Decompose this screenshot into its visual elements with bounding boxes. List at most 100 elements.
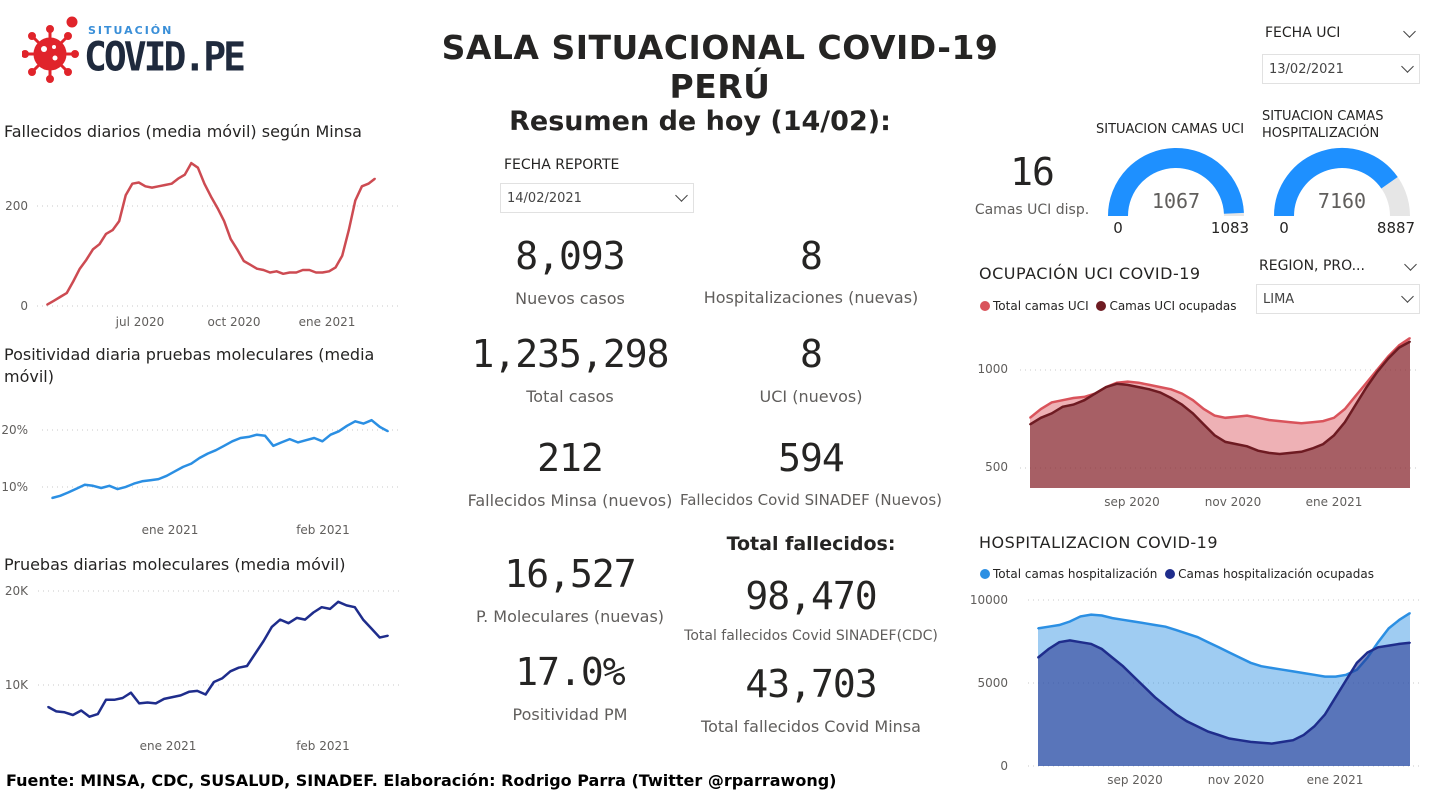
data-point <box>1268 452 1270 454</box>
data-point <box>138 702 141 705</box>
data-point <box>1260 665 1263 668</box>
data-point <box>1409 612 1411 614</box>
data-point <box>1061 399 1064 402</box>
uci-disponibles-value: 16 <box>1010 150 1055 194</box>
kpi-hospitalizaciones-label: Hospitalizaciones (nuevas) <box>703 288 919 307</box>
data-point <box>1122 665 1124 668</box>
data-point <box>254 652 257 655</box>
data-point <box>1224 416 1227 419</box>
data-point <box>124 486 127 488</box>
data-point <box>1334 696 1337 699</box>
data-point <box>1345 679 1348 681</box>
data-point <box>288 271 291 274</box>
uci-disponibles-label: Camas UCI disp. <box>974 202 1090 218</box>
data-point <box>1257 449 1259 452</box>
data-point <box>223 444 226 447</box>
uci-chart: 500 1000 sep 2020 nov 2020 ene 2021 <box>977 337 1420 509</box>
chevron-down-icon <box>675 189 688 202</box>
data-point <box>1185 720 1188 723</box>
data-point <box>149 479 152 482</box>
data-point <box>346 424 348 427</box>
data-point <box>328 270 330 273</box>
data-point <box>80 709 83 712</box>
uci-chart-title: OCUPACIÓN UCI COVID-19 <box>979 264 1201 283</box>
fecha-reporte-dropdown[interactable]: 14/02/2021 <box>500 183 694 213</box>
legend-dot-icon <box>980 569 990 579</box>
data-point <box>305 439 307 442</box>
data-point <box>105 233 107 235</box>
deaths-chart-title: Fallecidos diarios (media móvil) según M… <box>4 122 362 141</box>
data-point <box>1356 661 1358 664</box>
data-point <box>1137 381 1140 384</box>
data-point <box>113 698 116 701</box>
kpi-nuevos-casos-value: 8,093 <box>515 234 625 278</box>
y-tick-label: 20% <box>1 423 28 437</box>
data-point <box>1322 420 1324 422</box>
kpi-nuevos-casos-label: Nuevos casos <box>515 289 625 308</box>
data-point <box>334 266 337 269</box>
data-point <box>295 271 298 274</box>
data-point <box>329 608 331 610</box>
data-point <box>72 714 74 716</box>
x-tick-label: feb 2021 <box>296 523 350 537</box>
data-point <box>144 185 147 188</box>
data-point <box>272 444 275 447</box>
chevron-down-icon[interactable] <box>1403 25 1416 38</box>
legend-dot-icon <box>1096 301 1107 311</box>
data-point <box>116 488 119 490</box>
data-point <box>249 263 252 266</box>
data-point <box>262 269 265 271</box>
data-point <box>100 487 103 489</box>
data-point <box>141 480 144 483</box>
data-point <box>1313 673 1316 676</box>
region-dropdown[interactable]: LIMA <box>1256 284 1420 314</box>
kpi-total-sinadef-value: 98,470 <box>745 574 877 618</box>
data-point <box>1246 414 1248 417</box>
data-point <box>177 177 180 180</box>
region-slicer: REGION, PRO... LIMA <box>1256 256 1420 316</box>
data-point <box>1132 620 1135 623</box>
x-tick-label: sep 2020 <box>1107 773 1163 787</box>
data-point <box>246 665 248 667</box>
data-point <box>1311 447 1314 450</box>
data-point <box>1270 667 1273 669</box>
chevron-down-icon <box>1401 60 1414 73</box>
data-point <box>1181 403 1183 406</box>
gauge-hosp: 7160 0 8887 <box>1274 148 1415 237</box>
data-point <box>280 441 283 444</box>
data-point <box>1094 392 1096 395</box>
data-point <box>1217 734 1220 736</box>
data-point <box>1409 337 1411 339</box>
fecha-uci-dropdown[interactable]: 13/02/2021 <box>1262 54 1420 84</box>
fecha-reporte-slicer: FECHA REPORTE 14/02/2021 <box>500 155 694 215</box>
data-point <box>1324 675 1326 678</box>
kpi-fallecidos-minsa-value: 212 <box>537 436 604 480</box>
data-point <box>1235 415 1238 418</box>
data-point <box>75 487 78 490</box>
data-point <box>1300 450 1303 453</box>
data-point <box>1289 421 1292 424</box>
data-point <box>59 296 61 298</box>
hosp-legend: Total camas hospitalización Camas hospit… <box>980 567 1374 581</box>
data-point <box>108 484 111 487</box>
data-point <box>151 186 153 189</box>
data-point <box>361 185 363 188</box>
data-point <box>1213 414 1216 417</box>
x-tick-label: nov 2020 <box>1205 495 1261 509</box>
data-point <box>1302 734 1305 736</box>
data-point <box>1333 434 1335 437</box>
data-point <box>1192 399 1194 402</box>
data-point <box>1257 416 1259 419</box>
legend-item-ocupadas-uci: Camas UCI ocupadas <box>1096 299 1237 313</box>
data-point <box>242 260 245 262</box>
data-point <box>1040 416 1042 419</box>
y-tick-label: 10000 <box>970 593 1008 607</box>
data-point <box>1196 636 1199 638</box>
gauge-value: 1067 <box>1152 189 1200 213</box>
data-point <box>1037 656 1039 659</box>
x-tick-label: ene 2021 <box>1307 773 1364 787</box>
data-point <box>1037 627 1039 630</box>
data-point <box>1202 408 1205 410</box>
data-point <box>1409 340 1411 343</box>
chevron-down-icon[interactable] <box>1404 258 1417 271</box>
